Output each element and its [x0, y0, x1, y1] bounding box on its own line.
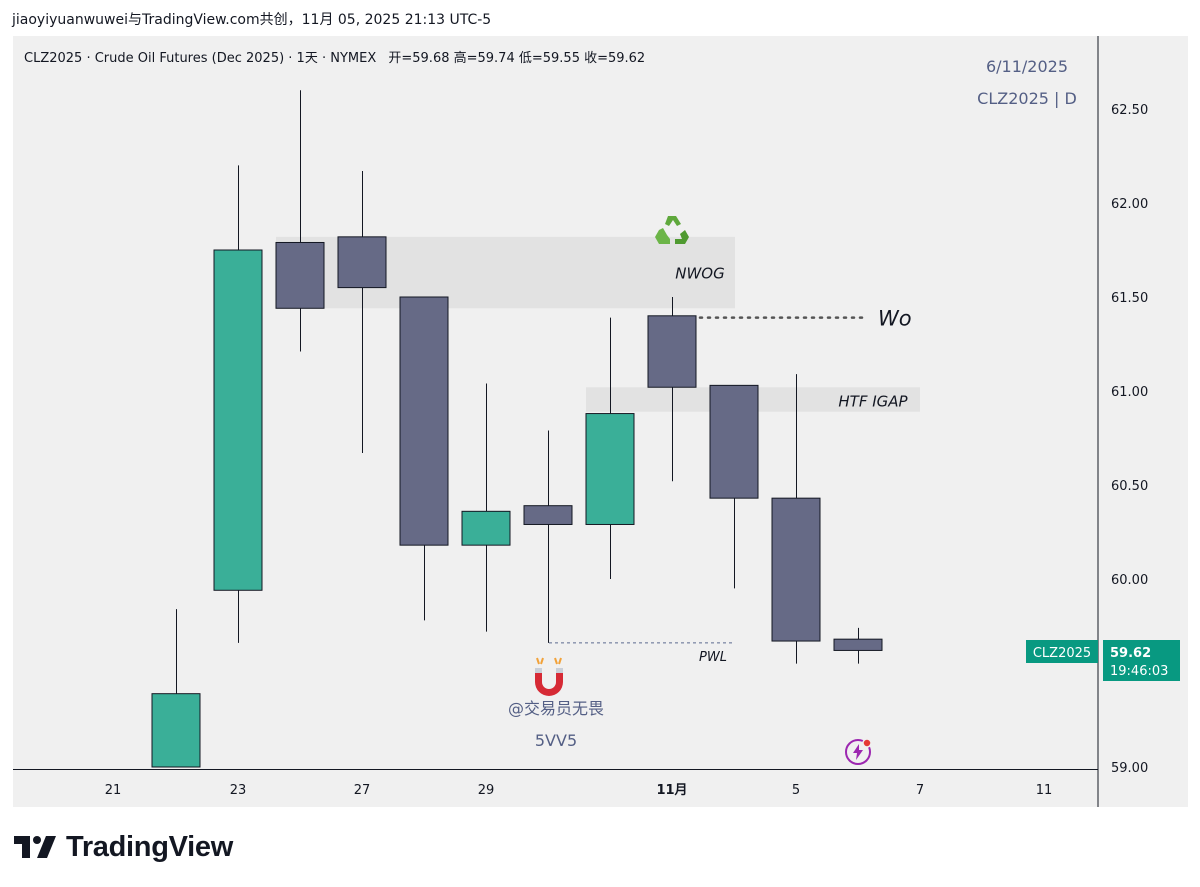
candle-body-12 — [833, 638, 883, 651]
x-tick-label: 29 — [478, 783, 495, 798]
y-tick-label: 62.00 — [1111, 197, 1148, 212]
candle-body-6 — [461, 510, 511, 546]
price-tag-symbol-bg — [1026, 640, 1098, 663]
chart-header: CLZ2025 · Crude Oil Futures (Dec 2025) ·… — [24, 50, 645, 66]
watermark-symbol: CLZ2025 | D — [977, 89, 1077, 108]
magnet-icon — [535, 657, 563, 696]
y-tick-label: 59.00 — [1111, 761, 1148, 776]
x-tick-label: 7 — [916, 783, 924, 798]
x-tick-label: 11 — [1036, 783, 1053, 798]
share-attribution: jiaoyiyuanwuwei与TradingView.com共创，11月 05… — [12, 12, 492, 28]
price-tag-countdown: 19:46:03 — [1110, 664, 1168, 679]
candle-body-7 — [523, 505, 573, 525]
last-price-tag: CLZ2025 59.62 19:46:03 — [1026, 640, 1180, 681]
watermark-code: 5VV5 — [535, 731, 577, 750]
candle-body-11 — [771, 497, 821, 642]
x-tick-label: 27 — [354, 783, 371, 798]
candle-body-2 — [213, 249, 263, 591]
candle-body-1 — [151, 693, 201, 768]
level-wo-label: Wo — [878, 307, 912, 331]
lightning-icon[interactable] — [845, 738, 872, 765]
tradingview-logo-icon — [14, 836, 56, 858]
candle-body-5 — [399, 296, 449, 546]
zone-label-nwog: NWOG — [675, 264, 724, 282]
watermark-author: @交易员无畏 — [508, 699, 604, 718]
y-tick-label: 61.00 — [1111, 385, 1148, 400]
y-tick-label: 60.00 — [1111, 573, 1148, 588]
y-tick-label: 60.50 — [1111, 479, 1148, 494]
x-tick-label: 21 — [105, 783, 122, 798]
tradingview-logo[interactable]: TradingView — [14, 830, 233, 864]
chart-header-ohlc: 开=59.68 高=59.74 低=59.55 收=59.62 — [388, 50, 645, 66]
watermark-date: 6/11/2025 — [986, 57, 1068, 76]
x-tick-label: 23 — [230, 783, 247, 798]
y-tick-label: 62.50 — [1111, 103, 1148, 118]
candle-body-4 — [337, 236, 387, 289]
y-tick-label: 61.50 — [1111, 291, 1148, 306]
chart-header-title: CLZ2025 · Crude Oil Futures (Dec 2025) ·… — [24, 51, 376, 66]
price-tag-value-bg — [1103, 640, 1180, 681]
candle-body-3 — [275, 241, 325, 309]
x-tick-label: 11月 — [656, 783, 687, 798]
level-pwl-label: PWL — [699, 650, 727, 665]
x-tick-label: 5 — [792, 783, 800, 798]
tradingview-wordmark: TradingView — [66, 830, 233, 863]
candle-body-8 — [585, 413, 635, 525]
candle-body-10 — [709, 384, 759, 499]
candle-body-9 — [647, 315, 697, 388]
recycle-icon — [655, 216, 689, 244]
price-tag-symbol: CLZ2025 — [1033, 646, 1091, 661]
price-tag-value: 59.62 — [1110, 646, 1151, 661]
zone-label-htf-igap: HTF IGAP — [838, 393, 908, 411]
